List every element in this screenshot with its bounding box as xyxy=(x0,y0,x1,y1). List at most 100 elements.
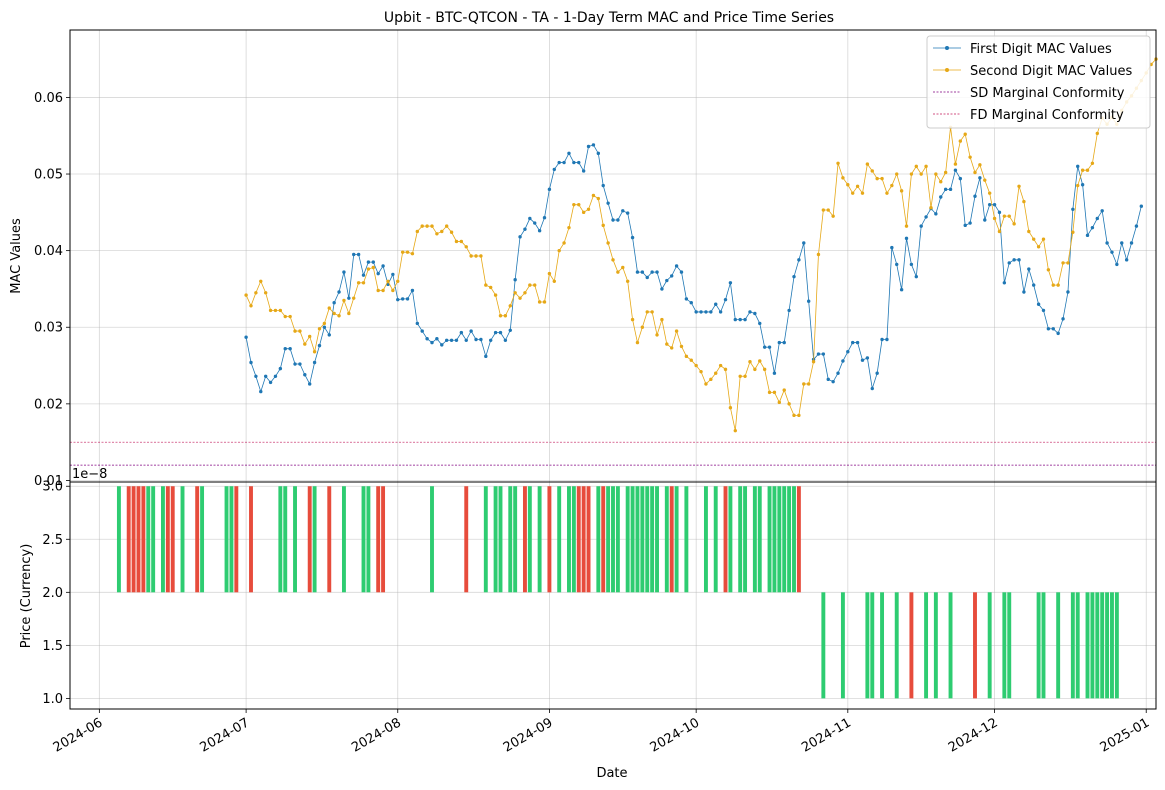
data-point-second-digit-mac-values xyxy=(547,271,552,276)
data-point-first-digit-mac-values xyxy=(723,297,728,302)
data-point-second-digit-mac-values xyxy=(792,413,796,418)
data-point-first-digit-mac-values xyxy=(1090,225,1095,230)
data-point-second-digit-mac-values xyxy=(435,232,439,236)
price-y-tick-label: 1.5 xyxy=(42,639,63,654)
data-point-second-digit-mac-values xyxy=(743,374,747,378)
data-point-second-digit-mac-values xyxy=(968,155,972,159)
data-point-first-digit-mac-values xyxy=(352,252,356,257)
data-point-second-digit-mac-values xyxy=(767,390,772,395)
data-point-second-digit-mac-values xyxy=(474,254,478,258)
price-bar-down xyxy=(723,486,728,593)
data-point-first-digit-mac-values xyxy=(586,144,591,149)
data-point-first-digit-mac-values xyxy=(831,379,835,384)
price-bar-down xyxy=(327,486,332,593)
data-point-second-digit-mac-values xyxy=(444,224,449,228)
data-point-first-digit-mac-values xyxy=(1095,216,1100,221)
data-point-first-digit-mac-values xyxy=(728,281,733,285)
data-point-second-digit-mac-values xyxy=(997,229,1002,234)
data-point-first-digit-mac-values xyxy=(405,297,410,301)
price-bar-up xyxy=(557,486,562,593)
data-point-second-digit-mac-values xyxy=(723,367,728,372)
data-point-first-digit-mac-values xyxy=(674,264,679,268)
data-point-first-digit-mac-values xyxy=(836,371,840,375)
data-point-first-digit-mac-values xyxy=(1022,290,1026,294)
legend-entry-first-digit: First Digit MAC Values xyxy=(933,42,1112,57)
price-bar-up xyxy=(527,486,532,593)
data-point-first-digit-mac-values xyxy=(347,296,351,300)
price-bar-up xyxy=(361,486,366,593)
data-point-second-digit-mac-values xyxy=(738,374,742,378)
data-point-first-digit-mac-values xyxy=(562,160,566,165)
data-point-second-digit-mac-values xyxy=(244,293,248,297)
data-point-second-digit-mac-values xyxy=(689,358,693,362)
data-point-first-digit-mac-values xyxy=(542,215,547,220)
data-point-first-digit-mac-values xyxy=(714,302,718,306)
data-point-first-digit-mac-values xyxy=(978,176,982,180)
data-point-second-digit-mac-values xyxy=(596,196,601,201)
price-bar-down xyxy=(195,486,200,593)
data-point-second-digit-mac-values xyxy=(352,296,356,300)
price-y-tick-label: 3.0 xyxy=(42,480,63,495)
data-point-second-digit-mac-values xyxy=(836,161,840,165)
data-point-first-digit-mac-values xyxy=(322,325,327,329)
data-point-second-digit-mac-values xyxy=(914,164,918,169)
data-point-first-digit-mac-values xyxy=(748,310,752,314)
price-bar-up xyxy=(1041,592,1046,699)
legend-label-sd-conformity: SD Marginal Conformity xyxy=(970,86,1125,101)
data-point-first-digit-mac-values xyxy=(577,160,581,165)
price-bar-up xyxy=(987,592,992,699)
price-bar-up xyxy=(870,592,875,699)
price-bar-up xyxy=(865,592,870,699)
data-point-first-digit-mac-values xyxy=(924,215,928,219)
data-point-second-digit-mac-values xyxy=(572,202,576,207)
data-point-second-digit-mac-values xyxy=(381,288,385,293)
data-point-first-digit-mac-values xyxy=(1139,204,1144,208)
data-point-first-digit-mac-values xyxy=(865,356,870,360)
data-point-first-digit-mac-values xyxy=(1032,283,1036,287)
data-point-first-digit-mac-values xyxy=(1017,258,1021,262)
price-bar-up xyxy=(224,486,229,593)
data-point-first-digit-mac-values xyxy=(278,366,283,371)
chart-legend: First Digit MAC Values Second Digit MAC … xyxy=(926,35,1151,129)
mac-y-tick-label: 0.05 xyxy=(34,168,63,183)
data-point-second-digit-mac-values xyxy=(449,230,454,234)
data-point-first-digit-mac-values xyxy=(1115,262,1119,267)
data-point-first-digit-mac-values xyxy=(919,224,923,228)
data-point-first-digit-mac-values xyxy=(968,221,972,225)
price-bar-down xyxy=(796,486,801,593)
price-bar-up xyxy=(1100,592,1105,699)
data-point-first-digit-mac-values xyxy=(489,338,493,342)
price-bar-down xyxy=(522,486,527,593)
data-point-first-digit-mac-values xyxy=(254,374,258,378)
legend-entry-sd-conformity: SD Marginal Conformity xyxy=(933,86,1125,101)
data-point-second-digit-mac-values xyxy=(283,314,287,319)
price-bar-down xyxy=(376,486,381,593)
data-point-second-digit-mac-values xyxy=(1017,184,1021,188)
data-point-first-digit-mac-values xyxy=(469,329,473,333)
data-point-first-digit-mac-values xyxy=(679,270,684,274)
data-point-first-digit-mac-values xyxy=(895,262,899,267)
price-bar-up xyxy=(341,486,346,593)
data-point-first-digit-mac-values xyxy=(1120,241,1124,245)
price-bar-up xyxy=(1007,592,1012,699)
data-point-second-digit-mac-values xyxy=(577,202,581,207)
data-point-first-digit-mac-values xyxy=(528,216,532,221)
data-point-first-digit-mac-values xyxy=(1046,327,1051,331)
data-point-first-digit-mac-values xyxy=(376,271,380,276)
data-point-first-digit-mac-values xyxy=(909,262,914,267)
mac-series xyxy=(244,57,1158,433)
legend-label-second-digit: Second Digit MAC Values xyxy=(970,64,1132,79)
data-point-second-digit-mac-values xyxy=(1095,131,1100,136)
data-point-second-digit-mac-values xyxy=(978,163,982,167)
data-point-second-digit-mac-values xyxy=(327,306,331,310)
data-point-first-digit-mac-values xyxy=(860,358,865,362)
price-bar-up xyxy=(1002,592,1007,699)
price-bar-down xyxy=(909,592,914,699)
price-bar-up xyxy=(1085,592,1090,699)
data-point-second-digit-mac-values xyxy=(875,176,879,181)
data-point-first-digit-mac-values xyxy=(733,317,737,322)
data-point-second-digit-mac-values xyxy=(762,367,767,372)
data-point-first-digit-mac-values xyxy=(1080,183,1085,187)
data-point-second-digit-mac-values xyxy=(987,191,992,195)
data-point-first-digit-mac-values xyxy=(958,176,963,181)
